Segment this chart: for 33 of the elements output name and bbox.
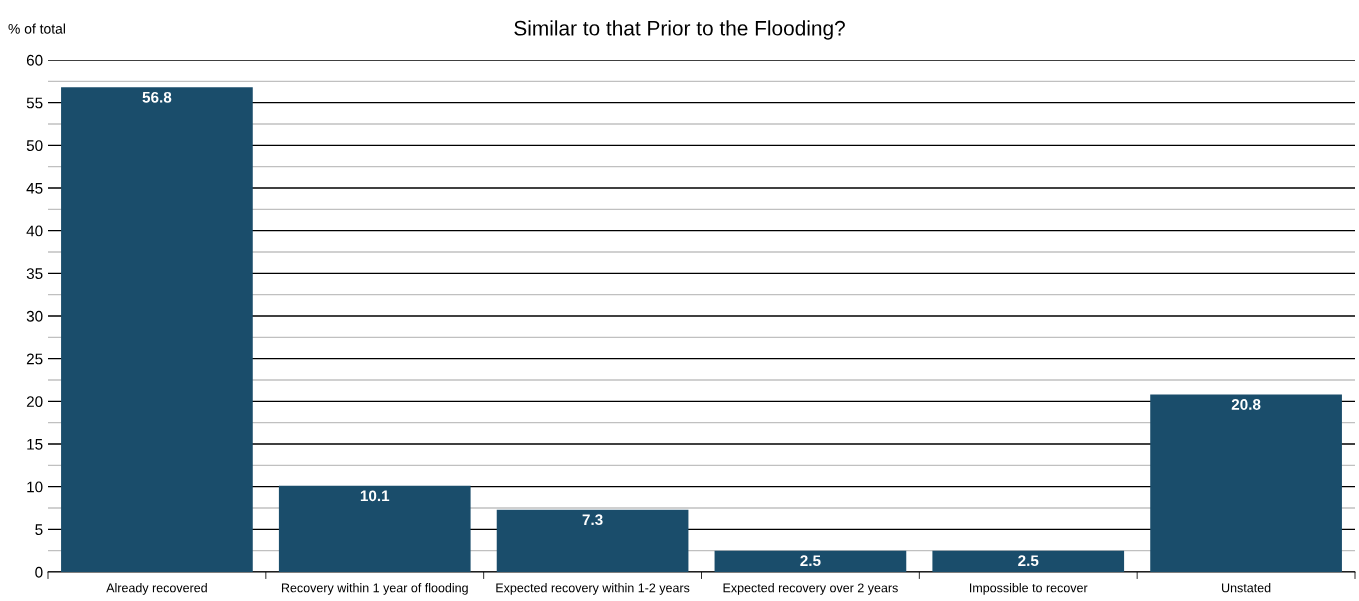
y-tick-label: 30 <box>26 310 43 322</box>
bar <box>932 550 1125 572</box>
x-tick-label: Expected recovery within 1-2 years <box>496 583 690 595</box>
y-tick-label: 25 <box>26 353 43 365</box>
y-tick-label: 5 <box>35 524 43 536</box>
y-tick-label: 55 <box>26 97 43 109</box>
x-tick-label: Expected recovery over 2 years <box>723 583 898 595</box>
x-tick-label: Impossible to recover <box>970 583 1088 595</box>
data-label: 2.5 <box>800 555 821 567</box>
y-axis-title: % of total <box>8 23 65 34</box>
data-label: 10.1 <box>360 490 390 502</box>
y-tick-label: 60 <box>26 54 43 66</box>
y-tick-label: 10 <box>27 481 43 493</box>
bar <box>1150 394 1342 572</box>
y-tick-label: 35 <box>26 268 43 280</box>
y-tick-label: 15 <box>27 439 43 450</box>
y-tick-label: 50 <box>26 140 43 152</box>
bar <box>496 509 689 572</box>
data-label: 2.5 <box>1018 555 1039 567</box>
chart-title: Similar to that Prior to the Flooding? <box>514 20 845 40</box>
bar <box>714 550 907 572</box>
x-tick-label: Already recovered <box>106 583 207 595</box>
y-tick-label: 45 <box>26 183 43 194</box>
bar <box>278 485 471 572</box>
data-label: 56.8 <box>142 91 172 103</box>
bar <box>61 87 253 572</box>
y-tick-label: 0 <box>35 566 43 578</box>
y-tick-label: 20 <box>26 396 43 408</box>
data-label: 7.3 <box>582 514 603 526</box>
x-tick-label: Recovery within 1 year of flooding <box>281 583 468 595</box>
data-label: 20.8 <box>1231 399 1261 410</box>
y-tick-label: 40 <box>26 225 43 237</box>
x-tick-label: Unstated <box>1222 583 1271 593</box>
